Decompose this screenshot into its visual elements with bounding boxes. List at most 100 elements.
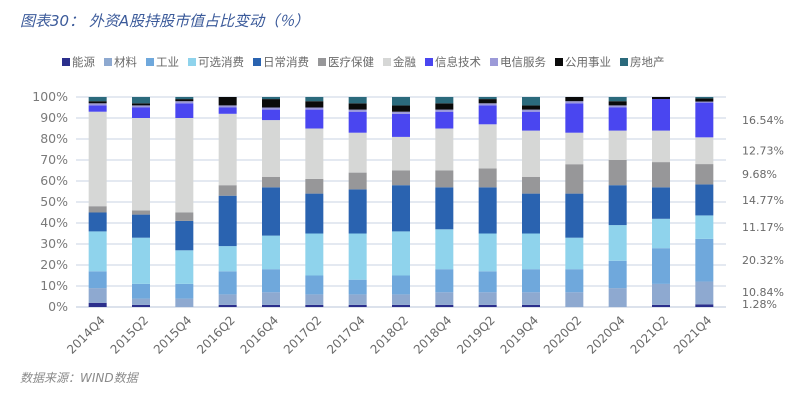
y-axis-ticks: 0% 10% 20% 30% 40% 50% 60% 70% 80% 90% 100% xyxy=(32,89,68,314)
bar-segment xyxy=(218,271,237,295)
bar-segment xyxy=(435,269,454,293)
bar-segment xyxy=(522,304,540,307)
bar-segment xyxy=(392,231,410,276)
legend: 能源 材料 工业 可选消费 日常消费 医疗保健 金融 信息技术 电信服务 公用事业 房地产 xyxy=(62,54,762,70)
legend-item: 可选消费 xyxy=(188,54,244,70)
bar-segment xyxy=(478,105,497,125)
bar-segment xyxy=(348,304,367,307)
bar-segment xyxy=(175,250,194,284)
bar-segment xyxy=(175,99,194,102)
bar-segment xyxy=(305,233,324,276)
bar-segment xyxy=(132,210,150,215)
bar-segment xyxy=(218,113,237,186)
bar-segment xyxy=(478,292,497,305)
x-tick-label: 2015Q4 xyxy=(151,313,195,357)
bar-segment xyxy=(392,105,410,112)
bar-segment xyxy=(695,215,714,239)
bar-segment xyxy=(88,271,107,289)
y-tick-label: 90% xyxy=(40,110,68,125)
legend-item: 电信服务 xyxy=(490,54,546,70)
legend-item: 能源 xyxy=(62,54,95,70)
bar-segment xyxy=(262,99,280,108)
bar-segment xyxy=(478,233,497,272)
bar-segment xyxy=(218,246,237,272)
bar-segment xyxy=(565,193,584,238)
annotation-label: 11.17% xyxy=(742,221,784,234)
bar-segment xyxy=(652,162,670,188)
legend-item: 房地产 xyxy=(620,54,665,70)
bar-segment xyxy=(218,105,237,108)
bar-segment xyxy=(565,101,584,104)
bar-segment xyxy=(348,233,367,280)
bar-segment xyxy=(435,111,454,129)
bar-segment xyxy=(175,212,194,221)
bar-segment xyxy=(132,304,150,307)
legend-swatch xyxy=(425,58,433,66)
bar-segment xyxy=(175,283,194,299)
bar-segment xyxy=(652,283,670,305)
bar-segment xyxy=(565,97,584,102)
legend-swatch xyxy=(62,58,70,66)
legend-swatch xyxy=(490,58,498,66)
bar-segment xyxy=(695,137,714,165)
bar-segment xyxy=(695,281,714,305)
x-tick-label: 2019Q4 xyxy=(498,313,542,357)
bar-segment xyxy=(478,103,497,106)
bar-segment xyxy=(132,298,150,305)
annotation-label: 20.32% xyxy=(742,254,784,267)
bar-segment xyxy=(522,176,540,194)
bar-segment xyxy=(435,304,454,307)
bar-segment xyxy=(262,176,280,188)
bar-segment xyxy=(695,184,714,216)
bar-segment xyxy=(305,109,324,129)
bar-segment xyxy=(652,248,670,284)
bar-segment xyxy=(132,118,150,211)
legend-label: 金融 xyxy=(393,55,416,69)
bar-segment xyxy=(348,97,367,104)
bar-segment xyxy=(695,98,714,102)
bar-segment xyxy=(348,132,367,173)
bar-segment xyxy=(132,237,150,284)
bar-segment xyxy=(132,107,150,118)
bar-segment xyxy=(348,111,367,133)
legend-label: 医疗保健 xyxy=(328,55,374,69)
legend-item: 医疗保健 xyxy=(318,54,374,70)
legend-item: 金融 xyxy=(383,54,416,70)
annotations: 1.28%10.84% 20.32% 11.17% 14.77% 9.68% 12.73%… xyxy=(742,114,784,311)
chart-plot: 0% 10% 20% 30% 40% 50% 60% 70% 80% 90% 100% 2014Q4… xyxy=(32,89,784,357)
bar-segment xyxy=(608,260,627,289)
bar-segment xyxy=(392,294,410,305)
bar-segment xyxy=(218,107,237,114)
bar-segment xyxy=(695,304,714,307)
bar-segment xyxy=(608,107,627,131)
bar-segment xyxy=(695,238,714,282)
bar-segment xyxy=(262,304,280,307)
bar-segment xyxy=(305,178,324,194)
bar-segment xyxy=(695,101,714,103)
bar-segment xyxy=(392,170,410,186)
bar-segment xyxy=(218,304,237,307)
bar-segment xyxy=(478,124,497,169)
bar-segment xyxy=(132,97,150,104)
legend-label: 房地产 xyxy=(630,55,665,69)
bar-segment xyxy=(88,101,107,104)
legend-label: 日常消费 xyxy=(263,55,309,69)
bar-segment xyxy=(218,185,237,196)
legend-swatch xyxy=(188,58,196,66)
bar-segment xyxy=(608,105,627,108)
bar-segment xyxy=(565,292,584,307)
bar-segment xyxy=(435,103,454,110)
bar-segment xyxy=(522,109,540,112)
bar-segment xyxy=(435,109,454,112)
bar-segment xyxy=(392,304,410,307)
y-tick-label: 0% xyxy=(48,299,68,314)
bar-segment xyxy=(305,97,324,102)
bar-segment xyxy=(522,193,540,234)
bar-segment xyxy=(348,189,367,234)
bar-segment xyxy=(392,97,410,106)
bar-segment xyxy=(392,111,410,114)
bar-segment xyxy=(478,187,497,234)
bar-segment xyxy=(88,105,107,112)
bar-segment xyxy=(348,172,367,190)
bar-segment xyxy=(348,279,367,295)
